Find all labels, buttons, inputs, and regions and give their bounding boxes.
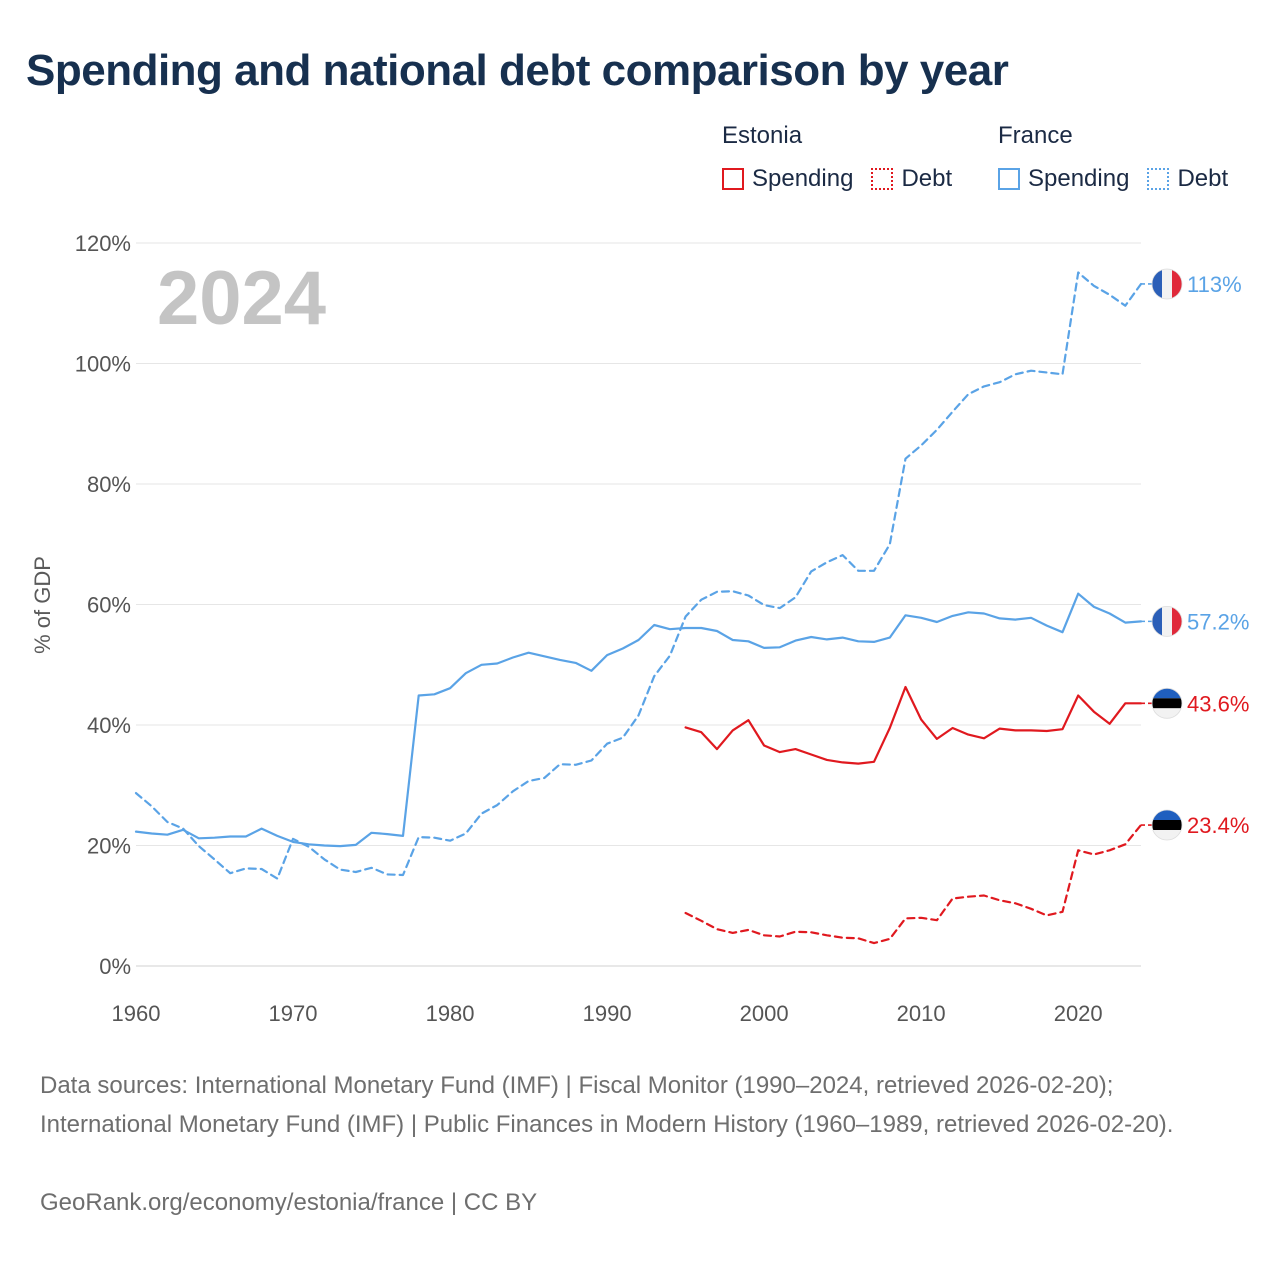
chart-title: Spending and national debt comparison by… [26,46,1009,95]
y-tick-label: 0% [99,954,131,979]
legend-item-france-spending[interactable]: Spending [998,165,1129,193]
end-label-france-spending: 57.2% [1187,609,1249,634]
estonia-flag-icon [1151,809,1183,841]
year-watermark: 2024 [157,256,326,341]
y-tick-label: 100% [75,352,131,377]
legend-item-estonia-debt[interactable]: Debt [871,165,952,193]
x-tick-label: 2010 [897,1001,946,1026]
series-line-france-spending[interactable] [134,592,1143,848]
series-line-estonia-spending[interactable] [684,685,1143,765]
y-tick-label: 80% [87,472,131,497]
legend-group-title: France [998,122,1073,149]
series-line-france-debt[interactable] [134,271,1143,880]
legend-swatch-solid-icon [998,168,1020,190]
axis-layer: 0% 20% 40% 60% 80% 100% 120% 1960 1970 1980 1990 20… [75,231,1103,1026]
legend-swatch-dotted-icon [871,168,894,190]
y-tick-label: 40% [87,713,131,738]
legend-group-estonia: Estonia Spending Debt [722,122,952,193]
legend-swatch-dotted-icon [1147,168,1170,190]
grid-layer [136,242,1141,967]
marker-layer: 113% 57.2% 43.6% 23.4% [1141,268,1249,841]
legend-group-title: Estonia [722,122,803,149]
y-tick-label: 120% [75,231,131,256]
x-tick-label: 1970 [269,1001,318,1026]
series-layer [134,271,1143,945]
end-label-estonia-debt: 23.4% [1187,813,1249,838]
legend-item-france-debt[interactable]: Debt [1147,165,1228,193]
x-tick-label: 1990 [583,1001,632,1026]
legend-item-label: Spending [752,165,854,192]
estonia-flag-icon [1151,687,1183,719]
legend-item-label: Spending [1028,165,1130,192]
legend-group-france: France Spending Debt [998,122,1228,193]
x-tick-label: 1960 [112,1001,161,1026]
data-sources-note: Data sources: International Monetary Fun… [40,1072,1174,1138]
y-axis-title: % of GDP [30,556,55,654]
france-flag-icon [1151,268,1183,300]
legend-item-label: Debt [901,165,953,192]
x-tick-label: 1980 [426,1001,475,1026]
y-tick-label: 60% [87,593,131,618]
france-flag-icon [1151,606,1183,637]
legend-item-label: Debt [1177,165,1229,192]
x-tick-label: 2000 [740,1001,789,1026]
legend-item-estonia-spending[interactable]: Spending [722,165,853,193]
end-label-france-debt: 113% [1187,272,1242,297]
y-tick-label: 20% [87,834,131,859]
x-tick-label: 2020 [1054,1001,1103,1026]
source-credit-link[interactable]: GeoRank.org/economy/estonia/france | CC … [40,1189,538,1216]
end-label-estonia-spending: 43.6% [1187,691,1249,716]
legend-swatch-solid-icon [722,168,744,190]
series-line-estonia-debt[interactable] [684,823,1143,945]
